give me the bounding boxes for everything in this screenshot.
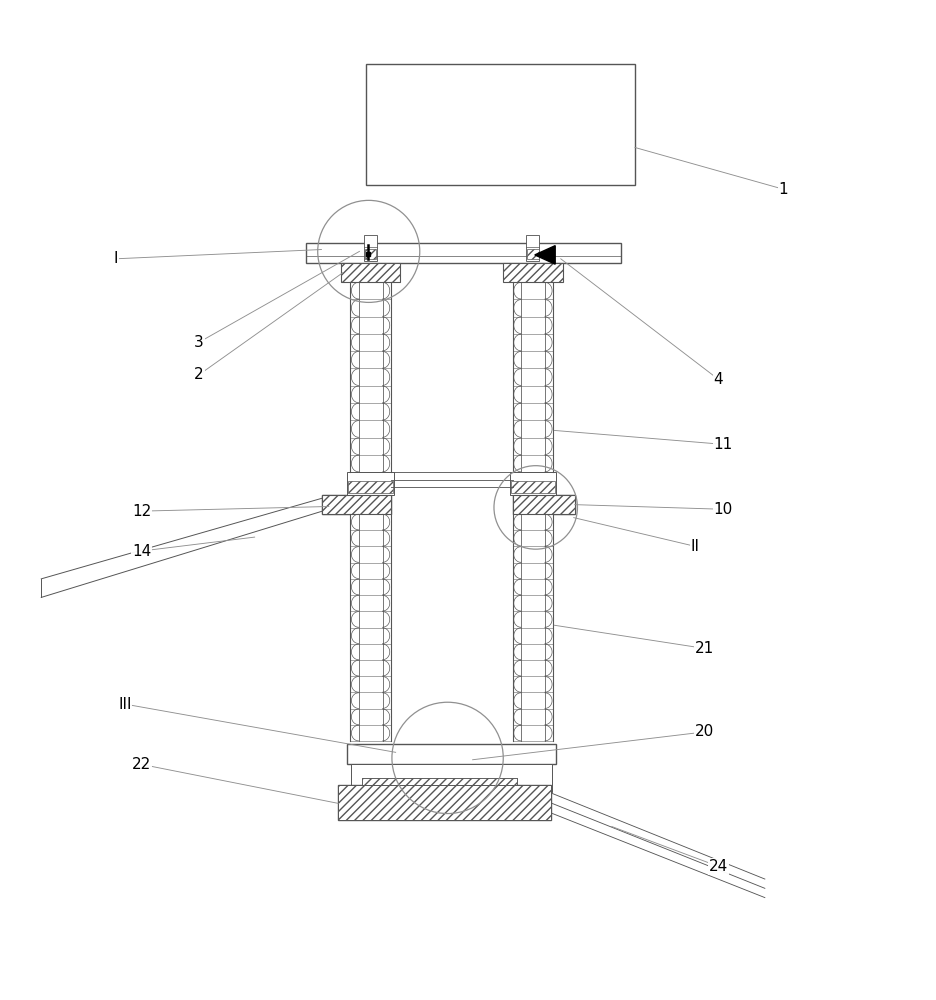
Bar xyxy=(362,778,518,789)
Bar xyxy=(365,249,376,259)
Bar xyxy=(351,764,552,792)
Bar xyxy=(364,235,377,261)
Text: 14: 14 xyxy=(132,544,151,559)
Bar xyxy=(322,495,391,514)
Text: I: I xyxy=(113,251,118,266)
Text: 11: 11 xyxy=(713,437,733,452)
Bar xyxy=(510,472,556,495)
Bar xyxy=(513,514,553,741)
Bar xyxy=(526,235,539,261)
Text: 12: 12 xyxy=(132,504,151,519)
Text: 2: 2 xyxy=(194,367,204,382)
Bar xyxy=(347,472,394,495)
Bar xyxy=(338,785,551,820)
Bar xyxy=(513,495,575,514)
Text: 4: 4 xyxy=(713,372,724,387)
Bar xyxy=(348,481,393,493)
Bar xyxy=(350,514,391,741)
Bar xyxy=(366,64,635,185)
Text: 21: 21 xyxy=(695,641,714,656)
Text: 24: 24 xyxy=(709,859,728,874)
Bar xyxy=(338,785,551,820)
Bar xyxy=(513,282,553,472)
Text: 1: 1 xyxy=(779,182,788,197)
Text: 22: 22 xyxy=(132,757,151,772)
Bar xyxy=(350,282,391,472)
Bar xyxy=(504,263,563,282)
Bar xyxy=(513,495,575,514)
Text: 3: 3 xyxy=(194,335,204,350)
Bar xyxy=(511,481,555,493)
Text: 10: 10 xyxy=(713,502,733,517)
Bar xyxy=(322,495,391,514)
Text: II: II xyxy=(691,539,700,554)
Bar xyxy=(347,744,556,764)
Text: 20: 20 xyxy=(695,724,714,739)
Bar xyxy=(306,243,622,263)
Bar xyxy=(341,263,401,282)
Text: III: III xyxy=(118,697,132,712)
Polygon shape xyxy=(534,246,555,264)
Bar xyxy=(362,778,518,789)
Bar xyxy=(527,249,538,259)
